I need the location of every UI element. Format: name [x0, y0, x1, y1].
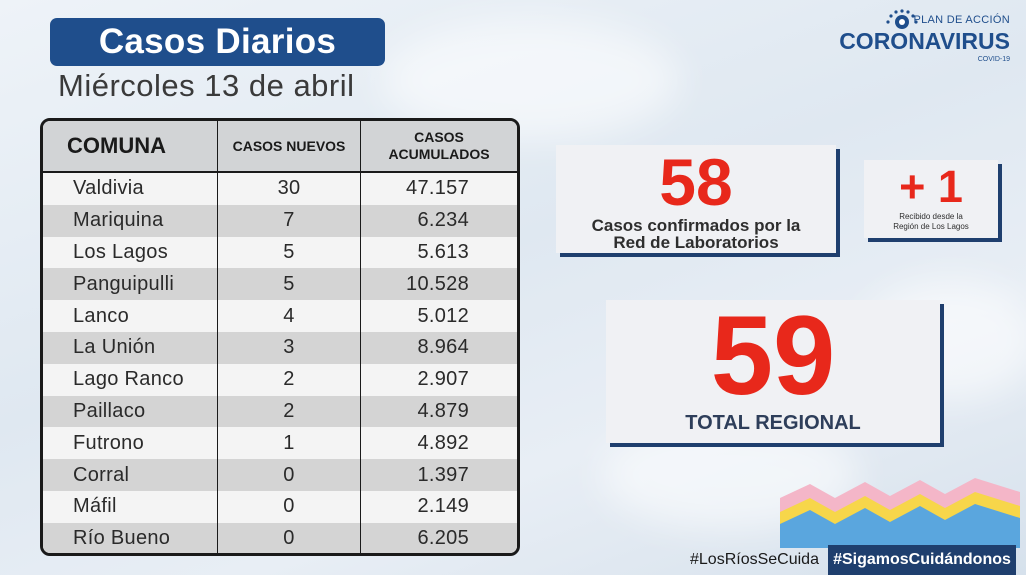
lab-cases-value: 58 — [659, 145, 733, 219]
cell-nuevos: 2 — [218, 363, 361, 396]
cell-acumulados: 6.234 — [417, 209, 469, 232]
lab-cases-label: Casos confirmados por la Red de Laborato… — [556, 217, 836, 251]
cell-nuevos: 4 — [218, 300, 361, 332]
table-body: Valdivia 30 47.157 Mariquina 7 6.234 Los Lag… — [43, 173, 517, 553]
header-casos-acumulados: CASOS ACUMULADOS — [361, 121, 517, 171]
header-acumulados-line1: CASOS — [414, 129, 464, 145]
cell-comuna: Mariquina — [43, 204, 218, 237]
cell-nuevos: 30 — [218, 173, 361, 205]
cell-acumulados: 1.397 — [417, 463, 469, 486]
cell-comuna: Panguipulli — [43, 268, 218, 301]
cell-comuna: Futrono — [43, 427, 218, 460]
cell-comuna: Los Lagos — [43, 236, 218, 269]
total-regional-card: 59 TOTAL REGIONAL — [606, 300, 940, 443]
lab-cases-label-line1: Casos confirmados por la — [591, 216, 801, 235]
cell-nuevos: 1 — [218, 427, 361, 460]
table-row: Río Bueno 0 6.205 — [43, 522, 517, 553]
hashtag-los-rios: #LosRíosSeCuida — [690, 551, 819, 568]
table-row: Futrono 1 4.892 — [43, 427, 517, 460]
other-region-label: Recibido desde la Región de Los Lagos — [864, 212, 998, 232]
table-header: COMUNA CASOS NUEVOS CASOS ACUMULADOS — [43, 121, 517, 173]
cell-acumulados: 2.149 — [417, 495, 469, 518]
cell-acumulados: 10.528 — [406, 272, 469, 295]
zigzag-decoration — [780, 478, 1020, 548]
cell-comuna: Lanco — [43, 300, 218, 332]
cell-nuevos: 5 — [218, 268, 361, 301]
cell-acumulados: 4.879 — [417, 399, 469, 422]
table-row: Panguipulli 5 10.528 — [43, 268, 517, 301]
cell-acumulados: 4.892 — [417, 431, 469, 454]
page-title: Casos Diarios — [98, 22, 337, 61]
cell-nuevos: 3 — [218, 331, 361, 364]
table-row: Paillaco 2 4.879 — [43, 395, 517, 428]
cell-comuna: Corral — [43, 459, 218, 491]
cell-nuevos: 0 — [218, 522, 361, 553]
cell-acumulados: 8.964 — [417, 336, 469, 359]
other-region-value: + 1 — [899, 161, 963, 212]
cell-nuevos: 0 — [218, 490, 361, 523]
coronavirus-logo: PLAN DE ACCIÓN CORONAVIRUS COVID-19 — [830, 6, 1010, 66]
cell-nuevos: 0 — [218, 459, 361, 491]
cell-comuna: Máfil — [43, 490, 218, 523]
logo-main-text: CORONAVIRUS — [839, 28, 1010, 54]
table-row: Lanco 4 5.012 — [43, 300, 517, 332]
title-banner: Casos Diarios — [50, 18, 385, 66]
table-row: La Unión 3 8.964 — [43, 331, 517, 364]
cell-acumulados: 47.157 — [406, 177, 469, 200]
cell-comuna: Lago Ranco — [43, 363, 218, 396]
lab-cases-label-line2: Red de Laboratorios — [613, 233, 779, 252]
cell-acumulados: 5.012 — [417, 304, 469, 327]
table-row: Mariquina 7 6.234 — [43, 204, 517, 237]
total-regional-label: TOTAL REGIONAL — [685, 412, 861, 434]
cell-acumulados: 5.613 — [417, 240, 469, 263]
table-row: Los Lagos 5 5.613 — [43, 236, 517, 269]
other-region-label-line1: Recibido desde la — [899, 212, 963, 221]
table-row: Valdivia 30 47.157 — [43, 173, 517, 205]
total-regional-value: 59 — [710, 293, 836, 418]
date-label: Miércoles 13 de abril — [58, 68, 355, 103]
lab-cases-card: 58 Casos confirmados por la Red de Labor… — [556, 145, 836, 253]
cell-nuevos: 5 — [218, 236, 361, 269]
star-shield-icon — [886, 9, 918, 29]
header-casos-nuevos: CASOS NUEVOS — [218, 121, 361, 171]
header-comuna: COMUNA — [43, 121, 218, 171]
header-acumulados-line2: ACUMULADOS — [388, 146, 490, 162]
cell-acumulados: 2.907 — [417, 368, 469, 391]
logo-sub-text: COVID-19 — [977, 56, 1010, 63]
cell-comuna: Paillaco — [43, 395, 218, 428]
table-row: Lago Ranco 2 2.907 — [43, 363, 517, 396]
cases-table: COMUNA CASOS NUEVOS CASOS ACUMULADOS Val… — [40, 118, 520, 556]
table-row: Corral 0 1.397 — [43, 459, 517, 491]
other-region-card: + 1 Recibido desde la Región de Los Lago… — [864, 160, 998, 238]
other-region-label-line2: Región de Los Lagos — [893, 222, 969, 231]
cell-comuna: Valdivia — [43, 173, 218, 205]
logo-top-text: PLAN DE ACCIÓN — [913, 14, 1010, 26]
cell-nuevos: 2 — [218, 395, 361, 428]
cell-comuna: Río Bueno — [43, 522, 218, 553]
cell-nuevos: 7 — [218, 204, 361, 237]
hashtag-sigamos: #SigamosCuidándonos — [828, 545, 1016, 575]
cell-acumulados: 6.205 — [417, 527, 469, 550]
cell-comuna: La Unión — [43, 331, 218, 364]
table-row: Máfil 0 2.149 — [43, 490, 517, 523]
